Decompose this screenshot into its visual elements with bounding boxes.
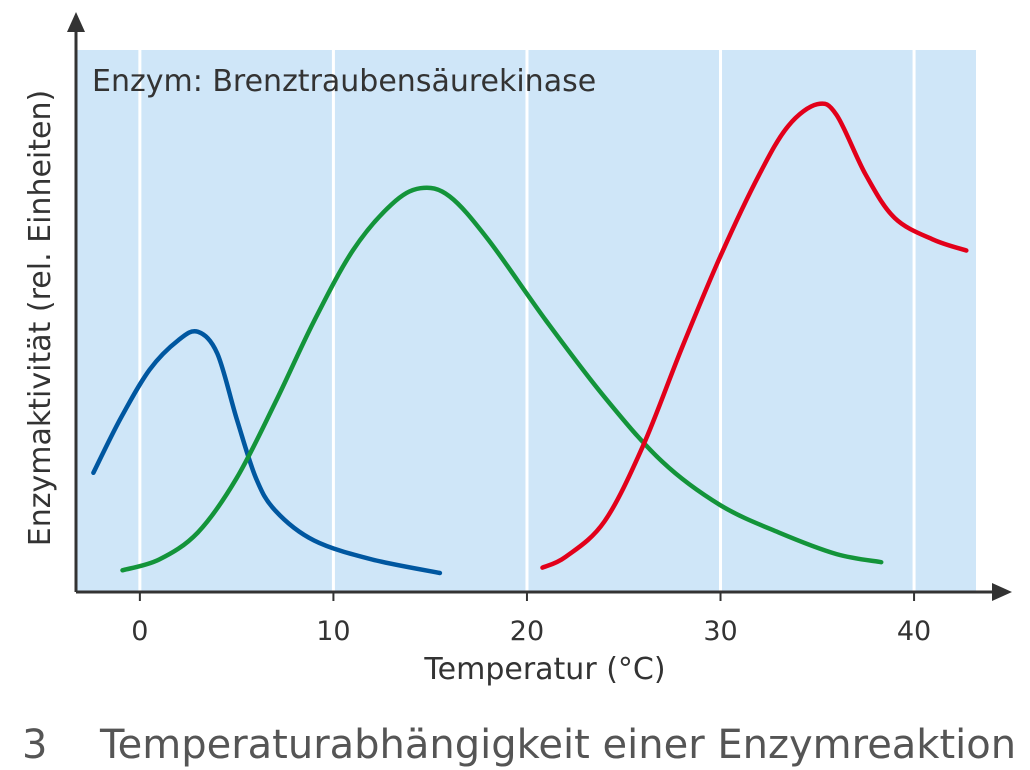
x-axis-title: Temperatur (°C) [423, 652, 665, 687]
x-tick-label: 0 [131, 616, 148, 647]
x-tick-label: 20 [510, 616, 544, 647]
x-tick-label: 10 [316, 616, 350, 647]
x-ticks: 0 10 20 30 40 [131, 592, 931, 647]
x-tick-label: 40 [897, 616, 931, 647]
x-tick-label: 30 [703, 616, 737, 647]
series-line-green [120, 185, 884, 573]
chart: 0 10 20 30 40 Enzym: Brenztraubensäurekinase… [23, 12, 1012, 687]
series-line-blue [91, 329, 443, 576]
series-line-red [540, 101, 969, 570]
y-axis-arrow-icon [67, 12, 85, 32]
figure-caption-text: Temperaturabhängigkeit einer Enzymreakti… [100, 722, 1017, 768]
figure-number: 3 [22, 722, 48, 768]
y-axis-title: Enzymaktivität (rel. Einheiten) [23, 90, 58, 546]
x-axis-arrow-icon [992, 583, 1012, 601]
grid [138, 50, 916, 592]
series-layer [91, 101, 969, 576]
chart-annotation: Enzym: Brenztraubensäurekinase [92, 64, 596, 99]
figure-caption: 3 Temperaturabhängigkeit einer Enzymreak… [0, 710, 1030, 770]
